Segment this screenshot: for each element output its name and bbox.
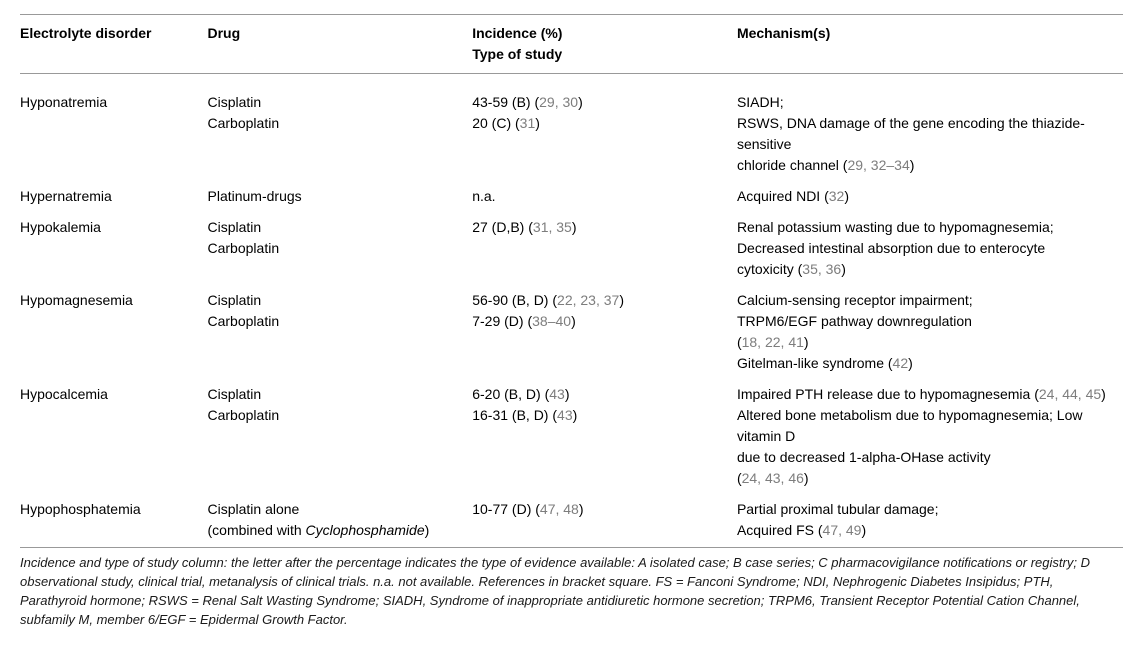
incidence-line: 7-29 (D) (38–40) <box>472 313 576 329</box>
incidence-line: 56-90 (B, D) (22, 23, 37) <box>472 292 624 308</box>
th-drug: Drug <box>208 15 473 74</box>
th-incidence-line1: Incidence (%) <box>472 25 562 41</box>
drug-line: Carboplatin <box>208 407 280 423</box>
mechanism-line: chloride channel (29, 32–34) <box>737 157 914 173</box>
table-row: HypocalcemiaCisplatin Carboplatin 6-20 (B,… <box>20 380 1123 495</box>
mechanism-line: (24, 43, 46) <box>737 470 809 486</box>
citation: 31 <box>520 115 536 131</box>
citation: 38–40 <box>532 313 571 329</box>
cell-incidence: 43-59 (B) (29, 30) 20 (C) (31) <box>472 74 737 183</box>
drug-line: Carboplatin <box>208 115 280 131</box>
cell-incidence: 56-90 (B, D) (22, 23, 37) 7-29 (D) (38–40… <box>472 286 737 380</box>
drug-line: Cisplatin alone <box>208 501 300 517</box>
electrolyte-table: Electrolyte disorder Drug Incidence (%) … <box>20 14 1123 548</box>
drug-line: Carboplatin <box>208 313 280 329</box>
citation: 29, 30 <box>539 94 578 110</box>
th-incidence-line2: Type of study <box>472 46 562 62</box>
incidence-line: 16-31 (B, D) (43) <box>472 407 577 423</box>
cell-mechanism: Renal potassium wasting due to hypomagne… <box>737 213 1123 286</box>
citation: 31, 35 <box>533 219 572 235</box>
citation: 24, 44, 45 <box>1039 386 1101 402</box>
mechanism-line: (18, 22, 41) <box>737 334 809 350</box>
incidence-line: 43-59 (B) (29, 30) <box>472 94 583 110</box>
mechanism-line: TRPM6/EGF pathway downregulation <box>737 313 972 329</box>
citation: 43 <box>549 386 565 402</box>
mechanism-line: Partial proximal tubular damage; <box>737 501 939 517</box>
citation: 42 <box>893 355 909 371</box>
citation: 47, 49 <box>823 522 862 538</box>
cell-disorder: Hypocalcemia <box>20 380 208 495</box>
drug-italic-word: Cyclophosphamide <box>306 522 425 538</box>
mechanism-line: cytoxicity (35, 36) <box>737 261 846 277</box>
mechanism-line: Calcium-sensing receptor impairment; <box>737 292 973 308</box>
incidence-line: 10-77 (D) (47, 48) <box>472 501 583 517</box>
citation: 24, 43, 46 <box>742 470 804 486</box>
citation: 32 <box>829 188 845 204</box>
th-mechanisms: Mechanism(s) <box>737 15 1123 74</box>
table-row: HypokalemiaCisplatin Carboplatin 27 (D,B) … <box>20 213 1123 286</box>
cell-incidence: 6-20 (B, D) (43) 16-31 (B, D) (43) <box>472 380 737 495</box>
mechanism-line: Renal potassium wasting due to hypomagne… <box>737 219 1054 235</box>
citation: 29, 32–34 <box>847 157 909 173</box>
table-container: Electrolyte disorder Drug Incidence (%) … <box>0 0 1143 647</box>
drug-line: Platinum-drugs <box>208 188 302 204</box>
table-row: HypophosphatemiaCisplatin alone (combined… <box>20 495 1123 548</box>
table-row: HyponatremiaCisplatin Carboplatin 43-59 (B… <box>20 74 1123 183</box>
cell-drug: Platinum-drugs <box>208 182 473 213</box>
mechanism-line: SIADH; <box>737 94 784 110</box>
mechanism-line: Acquired FS (47, 49) <box>737 522 866 538</box>
cell-disorder: Hypokalemia <box>20 213 208 286</box>
citation: 18, 22, 41 <box>742 334 804 350</box>
incidence-line: n.a. <box>472 188 495 204</box>
incidence-line: 27 (D,B) (31, 35) <box>472 219 576 235</box>
cell-mechanism: SIADH; RSWS, DNA damage of the gene encod… <box>737 74 1123 183</box>
cell-drug: Cisplatin Carboplatin <box>208 286 473 380</box>
table-row: HypernatremiaPlatinum-drugs n.a. Acquired … <box>20 182 1123 213</box>
citation: 47, 48 <box>540 501 579 517</box>
mechanism-line: Acquired NDI (32) <box>737 188 849 204</box>
th-incidence: Incidence (%) Type of study <box>472 15 737 74</box>
mechanism-line: RSWS, DNA damage of the gene encoding th… <box>737 115 1085 152</box>
cell-drug: Cisplatin Carboplatin <box>208 380 473 495</box>
cell-mechanism: Impaired PTH release due to hypomagnesem… <box>737 380 1123 495</box>
cell-mechanism: Acquired NDI (32) <box>737 182 1123 213</box>
cell-drug: Cisplatin alone (combined with Cyclophosp… <box>208 495 473 548</box>
drug-line: Cisplatin <box>208 94 262 110</box>
drug-line: Cisplatin <box>208 386 262 402</box>
mechanism-line: Altered bone metabolism due to hypomagne… <box>737 407 1083 444</box>
cell-drug: Cisplatin Carboplatin <box>208 213 473 286</box>
cell-disorder: Hypernatremia <box>20 182 208 213</box>
cell-disorder: Hypomagnesemia <box>20 286 208 380</box>
incidence-line: 20 (C) (31) <box>472 115 540 131</box>
mechanism-line: Gitelman-like syndrome (42) <box>737 355 913 371</box>
citation: 22, 23, 37 <box>557 292 619 308</box>
drug-line-italic: (combined with Cyclophosphamide) <box>208 522 430 538</box>
drug-line: Cisplatin <box>208 292 262 308</box>
table-row: HypomagnesemiaCisplatin Carboplatin 56-90 … <box>20 286 1123 380</box>
mechanism-line: due to decreased 1-alpha-OHase activity <box>737 449 991 465</box>
table-body: HyponatremiaCisplatinCarboplatin43-59 (B… <box>20 74 1123 548</box>
cell-drug: Cisplatin Carboplatin <box>208 74 473 183</box>
citation: 35, 36 <box>802 261 841 277</box>
cell-incidence: 10-77 (D) (47, 48) <box>472 495 737 548</box>
cell-mechanism: Calcium-sensing receptor impairment; TRPM… <box>737 286 1123 380</box>
mechanism-line: Decreased intestinal absorption due to e… <box>737 240 1045 256</box>
cell-disorder: Hyponatremia <box>20 74 208 183</box>
cell-mechanism: Partial proximal tubular damage; Acquired… <box>737 495 1123 548</box>
th-electrolyte-disorder: Electrolyte disorder <box>20 15 208 74</box>
drug-line: Cisplatin <box>208 219 262 235</box>
mechanism-line: Impaired PTH release due to hypomagnesem… <box>737 386 1106 402</box>
table-header: Electrolyte disorder Drug Incidence (%) … <box>20 15 1123 74</box>
incidence-line: 6-20 (B, D) (43) <box>472 386 569 402</box>
table-footnote: Incidence and type of study column: the … <box>20 548 1123 629</box>
cell-disorder: Hypophosphatemia <box>20 495 208 548</box>
cell-incidence: n.a. <box>472 182 737 213</box>
cell-incidence: 27 (D,B) (31, 35) <box>472 213 737 286</box>
citation: 43 <box>557 407 573 423</box>
drug-line: Carboplatin <box>208 240 280 256</box>
